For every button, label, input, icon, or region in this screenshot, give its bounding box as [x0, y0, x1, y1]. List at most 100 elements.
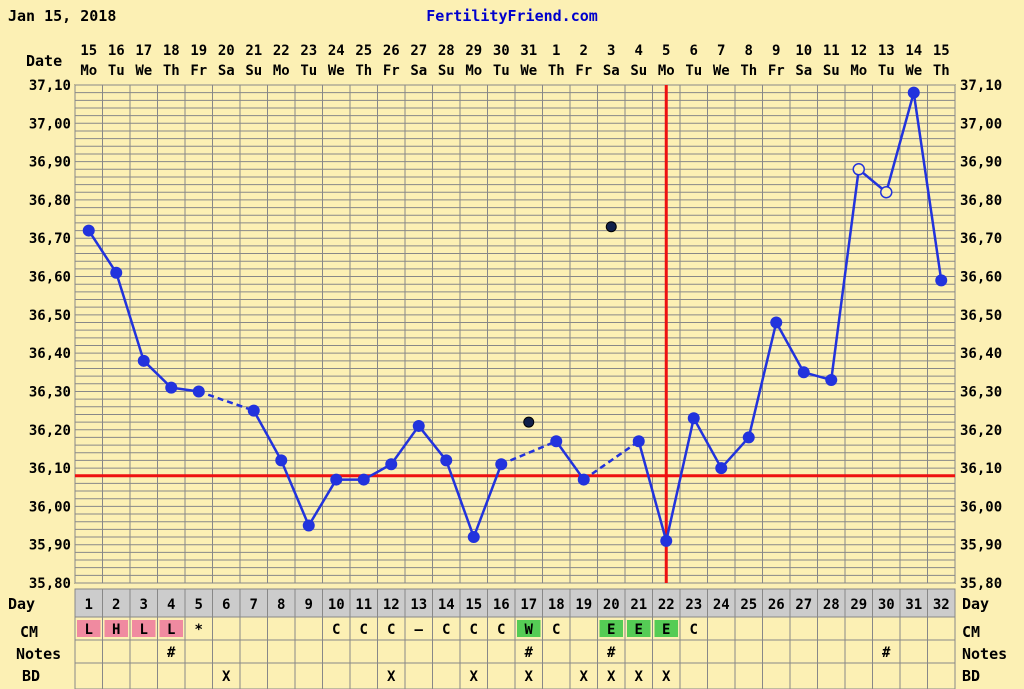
cm-cell-border	[927, 616, 956, 641]
bd-cell-border	[74, 662, 103, 689]
weekday-label: Fr	[383, 63, 400, 79]
temp-segment	[885, 92, 915, 193]
date-label: 2	[580, 43, 588, 59]
date-label: 12	[850, 43, 867, 59]
cycle-day-label: 23	[685, 597, 702, 613]
weekday-label: Tu	[300, 63, 317, 79]
date-label: 24	[328, 43, 345, 59]
temp-point	[632, 435, 645, 448]
date-label: 9	[772, 43, 780, 59]
cycle-day-label: 27	[795, 597, 812, 613]
notes-cell-border	[762, 639, 791, 664]
notes-cell-border	[349, 639, 378, 664]
bd-cell-border	[404, 662, 433, 689]
notes-cell-border	[459, 639, 488, 664]
bd-cell-border	[267, 662, 296, 689]
cycle-day-label: 24	[713, 597, 730, 613]
temp-segment	[775, 321, 805, 373]
bd-cell-border	[707, 662, 736, 689]
date-label: 20	[218, 43, 235, 59]
notes-cell-border	[652, 639, 681, 664]
y-tick-label-left: 37,10	[29, 78, 71, 94]
date-label: 14	[905, 43, 922, 59]
date-label: 17	[135, 43, 152, 59]
date-label: 8	[745, 43, 753, 59]
bd-cell-border	[102, 662, 131, 689]
bd-cell-border	[762, 662, 791, 689]
date-label: 4	[635, 43, 643, 59]
weekday-label: We	[328, 63, 345, 79]
temp-segment	[912, 92, 943, 281]
weekday-label: Fr	[768, 63, 785, 79]
temp-point	[82, 224, 95, 237]
cycle-day-label: 9	[305, 597, 313, 613]
cm-cell-border	[239, 616, 268, 641]
cm-highlight	[627, 620, 651, 637]
y-tick-label-left: 36,80	[29, 193, 71, 209]
cycle-day-label: 1	[85, 597, 93, 613]
notes-cell-border	[322, 639, 351, 664]
temp-point	[660, 534, 673, 547]
cycle-day-label: 13	[410, 597, 427, 613]
notes-cell-border	[844, 639, 873, 664]
y-tick-label-right: 36,10	[960, 461, 1002, 477]
cm-value: L	[140, 622, 148, 638]
temp-point	[715, 462, 728, 475]
temp-point	[412, 419, 425, 432]
bd-cell-border	[129, 662, 158, 689]
date-label: 6	[690, 43, 698, 59]
bd-cell-border	[239, 662, 268, 689]
temp-point	[110, 266, 123, 279]
bd-cell-border	[322, 662, 351, 689]
y-tick-label-left: 36,50	[29, 308, 71, 324]
cycle-day-label: 18	[548, 597, 565, 613]
temp-segment	[445, 459, 475, 538]
note-value: #	[525, 645, 534, 661]
cm-cell-border	[212, 616, 241, 641]
y-tick-label-right: 36,50	[960, 308, 1002, 324]
bd-cell-border	[789, 662, 818, 689]
weekday-label: Th	[740, 63, 757, 79]
y-tick-label-right: 36,90	[960, 155, 1002, 171]
y-tick-label-right: 35,80	[960, 576, 1002, 592]
weekday-label: Sa	[218, 63, 235, 79]
notes-cell-border	[927, 639, 956, 664]
notes-cell-border	[624, 639, 653, 664]
temp-point	[797, 366, 810, 379]
note-value: #	[167, 645, 176, 661]
temp-segment	[252, 410, 283, 462]
y-tick-label-left: 36,30	[29, 384, 71, 400]
cycle-day-label: 11	[355, 597, 372, 613]
cycle-day-label: 19	[575, 597, 592, 613]
weekday-label: Tu	[685, 63, 702, 79]
temp-point	[440, 454, 453, 467]
day-row-label-left: Day	[8, 595, 35, 613]
bd-cell-border	[679, 662, 708, 689]
y-tick-label-right: 36,40	[960, 346, 1002, 362]
cycle-day-label: 3	[140, 597, 148, 613]
cycle-day-label: 10	[328, 597, 345, 613]
date-label: 27	[410, 43, 427, 59]
weekday-label: Su	[630, 63, 647, 79]
temp-segment	[720, 436, 750, 469]
temp-point	[935, 274, 948, 287]
cm-value: C	[332, 622, 340, 638]
y-tick-label-right: 36,20	[960, 423, 1002, 439]
header-date: Jan 15, 2018	[8, 7, 116, 25]
weekday-label: Su	[823, 63, 840, 79]
weekday-label: Th	[933, 63, 950, 79]
cm-value: –	[415, 622, 424, 638]
bd-value: X	[580, 669, 589, 685]
cm-value: C	[442, 622, 450, 638]
notes-row-label-right: Notes	[962, 645, 1007, 663]
cm-cell-border	[789, 616, 818, 641]
date-label: 31	[520, 43, 537, 59]
temp-segment	[87, 229, 118, 274]
notes-cell-border	[789, 639, 818, 664]
weekday-label: Sa	[795, 63, 812, 79]
note-value: #	[607, 645, 616, 661]
bd-cell-border	[817, 662, 846, 689]
site-name[interactable]: FertilityFriend.com	[426, 7, 598, 25]
weekday-label: Fr	[575, 63, 592, 79]
cm-highlight	[599, 620, 623, 637]
